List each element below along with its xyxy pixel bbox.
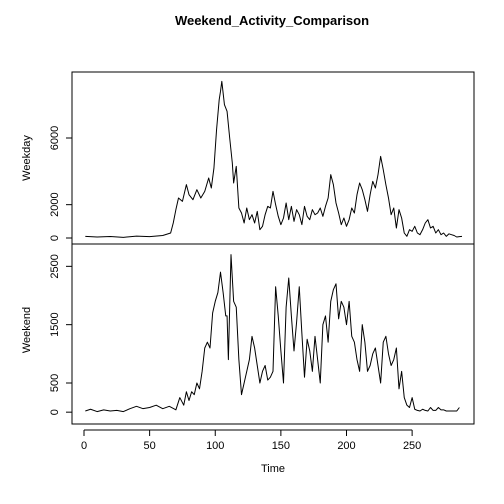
- chart-title: Weekend_Activity_Comparison: [175, 13, 369, 28]
- y-tick-label: 6000: [49, 126, 61, 150]
- x-axis: 0 50 100 150 200 250: [81, 429, 421, 452]
- x-tick-label: 50: [144, 440, 156, 452]
- y-axis-label-weekday: Weekday: [21, 135, 33, 181]
- x-tick-label: 150: [272, 440, 290, 452]
- panel-weekday: 0 2000 6000: [49, 71, 475, 245]
- series-line-weekday: [85, 80, 463, 238]
- series-line-weekend: [85, 254, 460, 413]
- x-tick-label: 100: [206, 440, 224, 452]
- x-axis-label: Time: [261, 463, 285, 475]
- x-tick-label: 200: [337, 440, 355, 452]
- x-tick-label: 250: [403, 440, 421, 452]
- y-tick-label: 0: [49, 235, 61, 241]
- y-tick-label: 1500: [49, 312, 61, 336]
- y-tick-label: 500: [49, 374, 61, 392]
- panel-weekend: 0 500 1500 2500: [49, 243, 475, 425]
- panel-frame-1: [71, 243, 475, 425]
- y-tick-label: 0: [49, 409, 61, 415]
- y-axis-label-weekend: Weekend: [21, 307, 33, 353]
- x-tick-label: 0: [81, 440, 87, 452]
- y-tick-label: 2000: [49, 192, 61, 216]
- panel-frame-0: [71, 71, 475, 245]
- y-tick-label: 2500: [49, 254, 61, 278]
